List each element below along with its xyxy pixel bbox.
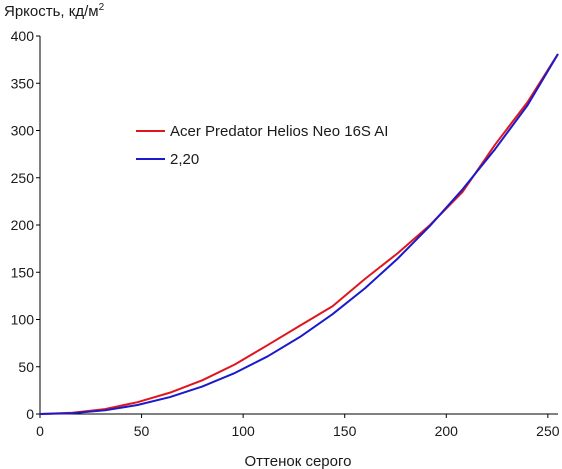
y-tick-label: 0 — [26, 406, 34, 422]
legend-label-measured: Acer Predator Helios Neo 16S AI — [170, 123, 388, 140]
y-axis-title: Яркость, кд/м2 — [4, 2, 105, 20]
legend-label-reference: 2,20 — [170, 151, 199, 168]
series-layer — [39, 53, 559, 415]
x-tick-label: 250 — [536, 423, 560, 439]
y-tick-label: 300 — [11, 123, 35, 139]
x-tick-label: 150 — [333, 423, 357, 439]
x-tick-label: 0 — [36, 423, 44, 439]
legend: Acer Predator Helios Neo 16S AI 2,20 — [136, 123, 388, 168]
y-tick-label: 50 — [18, 359, 34, 375]
x-tick-label: 50 — [134, 423, 150, 439]
y-tick-label: 350 — [11, 75, 35, 91]
x-axis-title: Оттенок серого — [245, 453, 352, 469]
y-tick-label: 150 — [11, 264, 35, 280]
y-tick-label: 400 — [11, 28, 35, 44]
series-line-reference — [39, 53, 559, 415]
y-axis-title-text: Яркость, кд/м — [4, 3, 99, 20]
y-tick-label: 100 — [11, 312, 35, 328]
axes: 0 50 100 150 200 250 300 350 400 0 50 100 150 200 250 — [11, 28, 560, 439]
y-tick-label: 200 — [11, 217, 35, 233]
x-tick-label: 100 — [231, 423, 255, 439]
x-tick-label: 200 — [435, 423, 459, 439]
y-axis-title-superscript: 2 — [99, 2, 105, 13]
series-line-measured — [39, 53, 559, 415]
y-tick-label: 250 — [11, 170, 35, 186]
